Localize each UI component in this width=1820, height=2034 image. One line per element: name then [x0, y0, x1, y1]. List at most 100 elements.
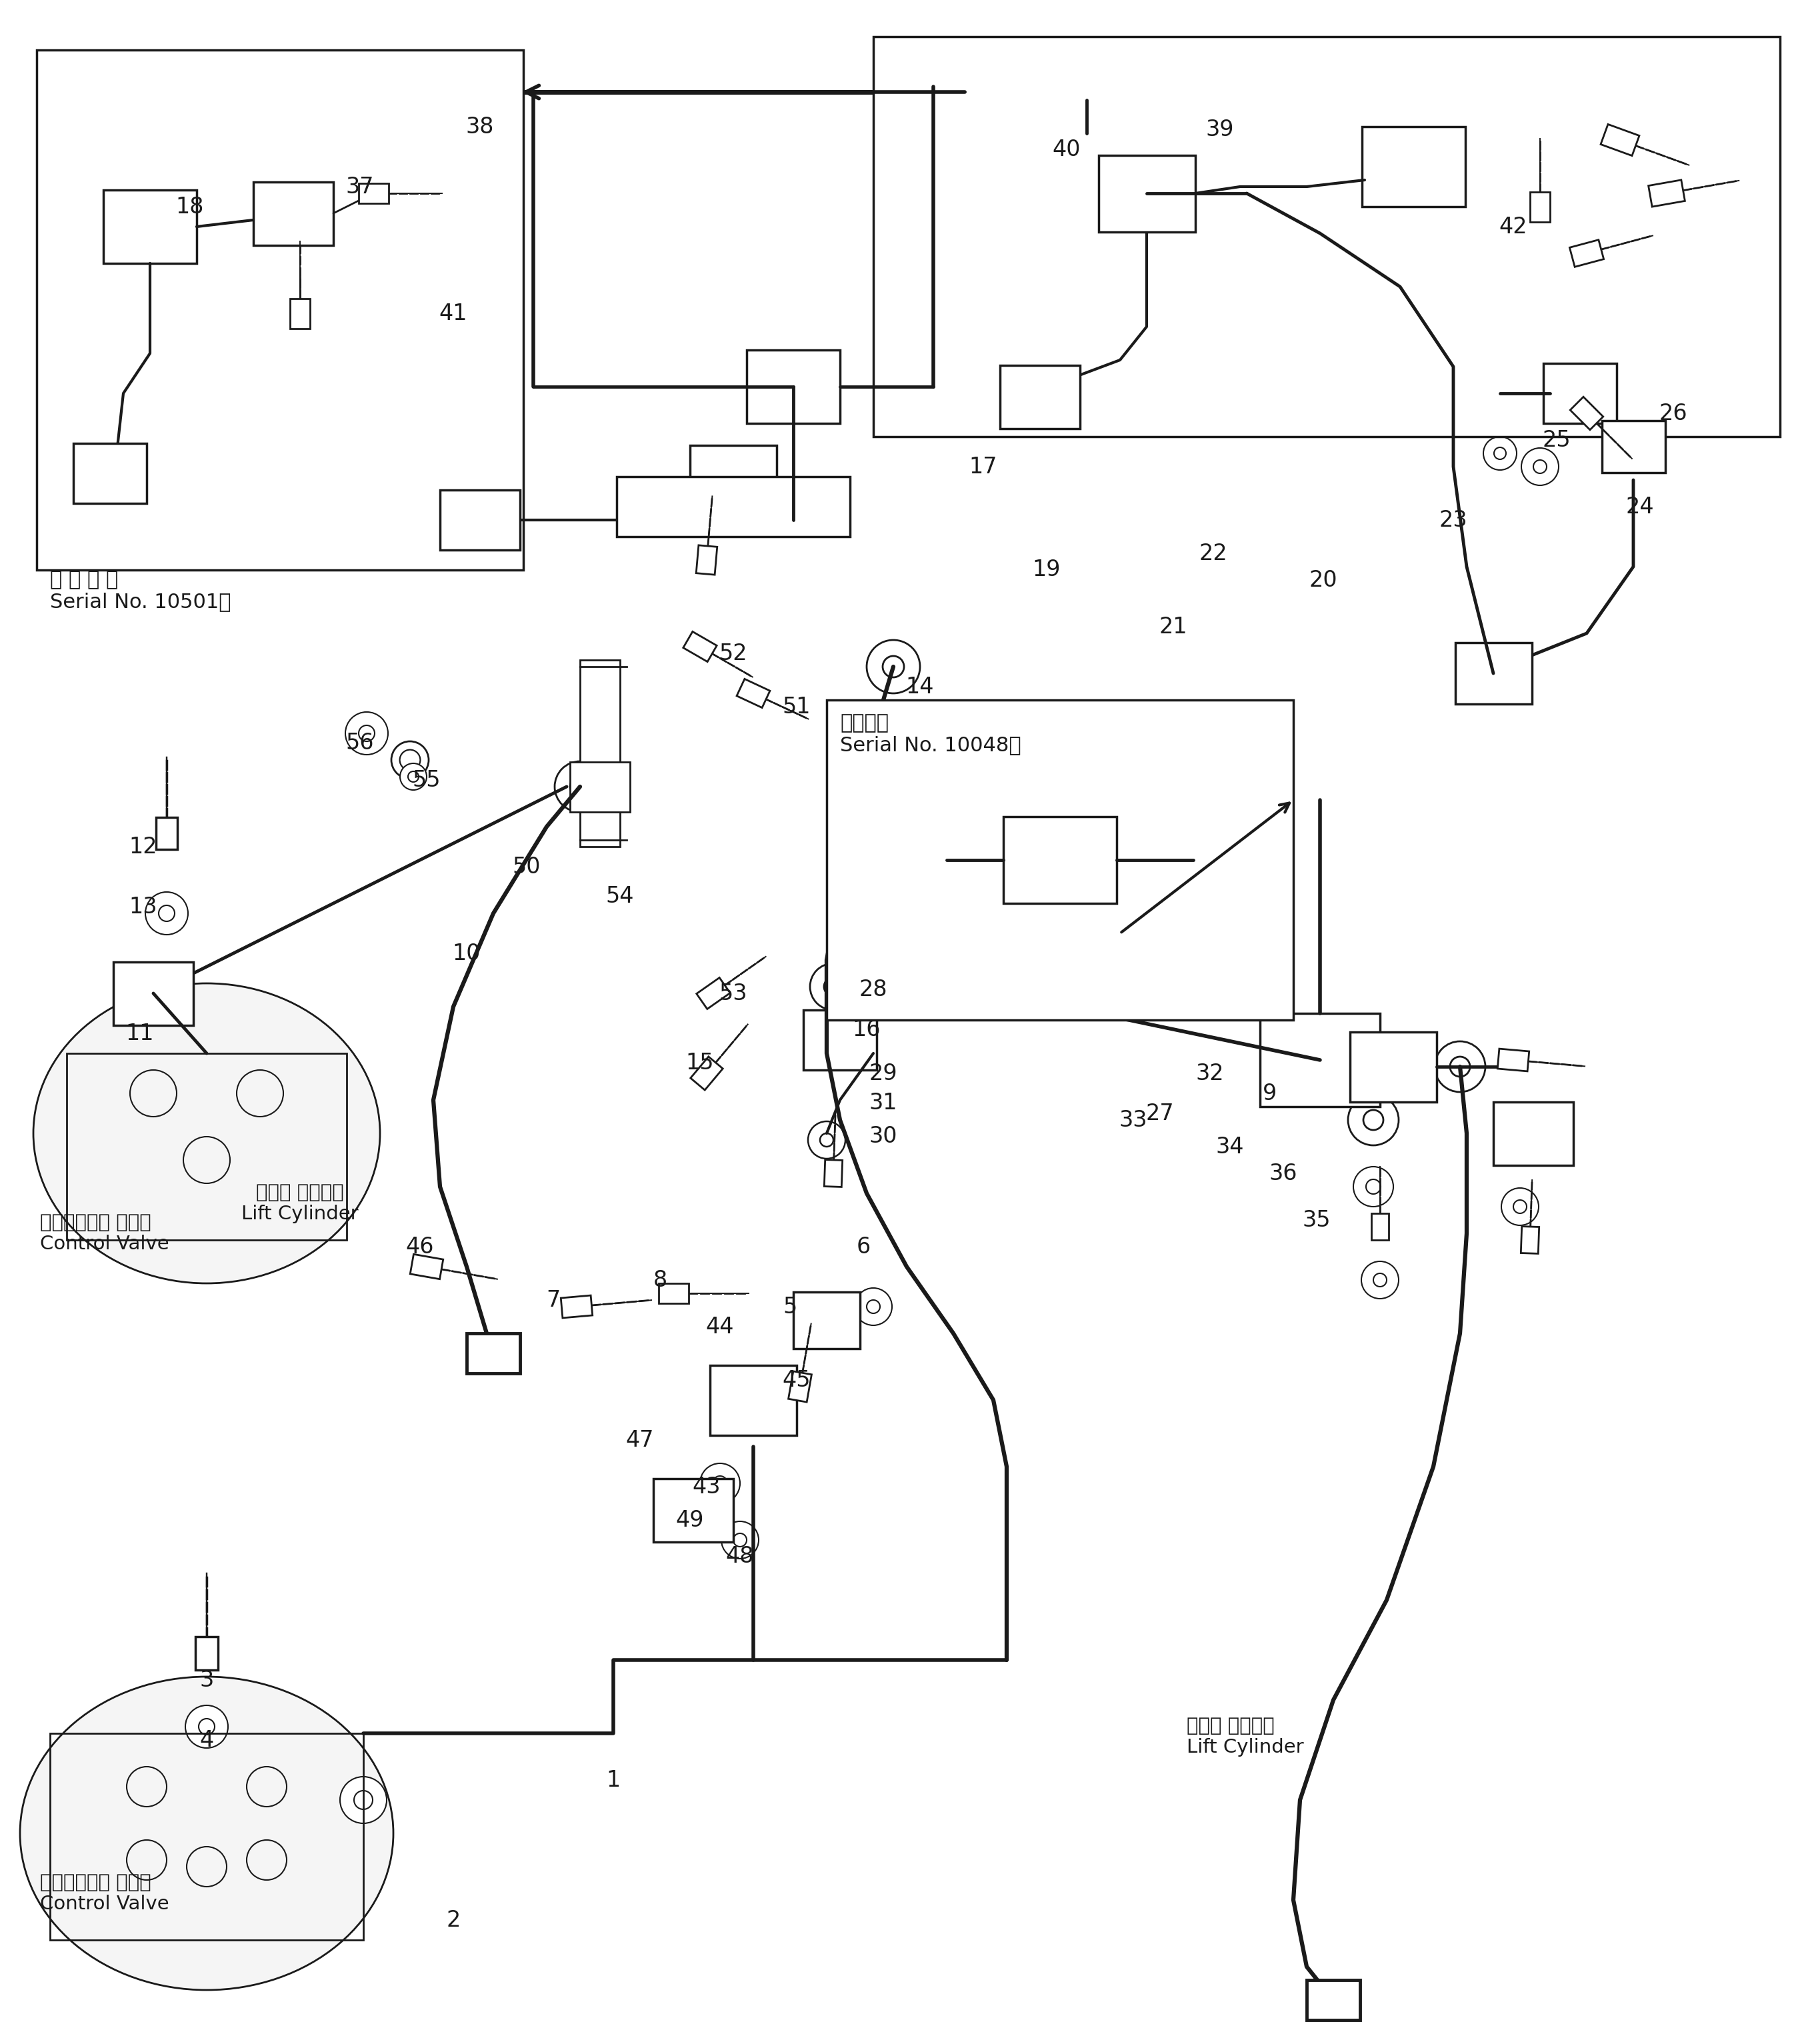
Bar [1531, 191, 1551, 222]
Text: 49: 49 [675, 1509, 704, 1532]
Bar [690, 445, 777, 515]
Text: 43: 43 [692, 1475, 721, 1497]
Circle shape [1374, 153, 1403, 181]
Circle shape [198, 1719, 215, 1735]
Circle shape [1401, 1043, 1421, 1062]
Bar [1498, 1050, 1529, 1072]
Circle shape [187, 1847, 228, 1888]
Bar [570, 763, 630, 812]
Text: 39: 39 [1207, 120, 1234, 140]
Text: 24: 24 [1625, 496, 1654, 519]
Text: 18: 18 [177, 195, 204, 218]
Circle shape [1046, 374, 1067, 395]
Bar [653, 1479, 733, 1542]
Text: 34: 34 [1216, 1135, 1245, 1157]
Text: 25: 25 [1543, 429, 1571, 452]
Bar [710, 1365, 797, 1436]
Circle shape [1636, 427, 1656, 447]
Bar [746, 350, 841, 423]
Circle shape [1105, 175, 1134, 205]
Text: コントロール バルブ
Control Valve: コントロール バルブ Control Valve [40, 1214, 169, 1253]
Text: 20: 20 [1309, 570, 1338, 592]
Circle shape [1358, 1052, 1387, 1082]
Text: 27: 27 [1147, 1102, 1174, 1125]
Circle shape [113, 212, 142, 242]
Circle shape [1367, 1180, 1381, 1194]
Text: リフト シリンダ
Lift Cylinder: リフト シリンダ Lift Cylinder [242, 1184, 359, 1224]
Circle shape [346, 712, 388, 755]
Circle shape [1005, 382, 1034, 411]
Circle shape [1547, 378, 1576, 409]
Text: 41: 41 [439, 303, 468, 323]
Text: 12: 12 [129, 836, 158, 858]
Circle shape [1483, 437, 1516, 470]
Bar [1602, 421, 1665, 472]
Circle shape [391, 740, 430, 779]
Text: 46: 46 [406, 1237, 435, 1257]
Circle shape [158, 201, 178, 222]
Bar [1543, 364, 1616, 423]
Circle shape [866, 641, 919, 694]
Circle shape [755, 372, 784, 401]
Circle shape [1354, 1168, 1394, 1206]
Circle shape [1498, 1119, 1529, 1147]
Circle shape [686, 500, 701, 513]
Text: 22: 22 [1199, 543, 1227, 563]
Circle shape [682, 1499, 717, 1534]
Circle shape [1321, 1987, 1345, 2012]
Bar [824, 1159, 843, 1188]
Circle shape [237, 1070, 284, 1117]
Bar [794, 1292, 861, 1349]
Bar [690, 1056, 723, 1090]
Text: 5: 5 [783, 1296, 797, 1318]
Circle shape [408, 771, 419, 781]
Circle shape [340, 1776, 386, 1822]
Text: 適用号機
Serial No. 10048～: 適用号機 Serial No. 10048～ [841, 714, 1021, 755]
Ellipse shape [33, 982, 380, 1283]
Text: 54: 54 [606, 885, 633, 907]
Circle shape [795, 1306, 824, 1334]
Text: 36: 36 [1269, 1161, 1298, 1184]
Text: 35: 35 [1303, 1208, 1330, 1231]
Circle shape [118, 978, 147, 1009]
Text: 56: 56 [346, 732, 375, 755]
Circle shape [1076, 157, 1097, 177]
Circle shape [855, 1288, 892, 1326]
Circle shape [741, 456, 761, 476]
Text: 10: 10 [453, 942, 480, 964]
Bar [617, 476, 850, 537]
Text: 26: 26 [1660, 403, 1687, 425]
Bar [1571, 397, 1603, 429]
Text: 13: 13 [129, 895, 158, 917]
Bar [157, 818, 177, 850]
Bar [1003, 818, 1117, 903]
Text: 30: 30 [870, 1125, 897, 1147]
Circle shape [770, 484, 790, 504]
Circle shape [186, 1704, 228, 1747]
Bar [1569, 240, 1603, 266]
Text: 4: 4 [200, 1729, 213, 1751]
Text: コントロール バルブ
Control Valve: コントロール バルブ Control Valve [40, 1873, 169, 1914]
Bar [359, 183, 388, 203]
Circle shape [808, 1121, 844, 1159]
Circle shape [830, 1298, 850, 1318]
Circle shape [127, 1768, 167, 1806]
Circle shape [1114, 185, 1125, 195]
Circle shape [127, 1841, 167, 1879]
Circle shape [1512, 289, 1527, 303]
Bar [682, 633, 717, 661]
Text: 17: 17 [970, 456, 997, 478]
Circle shape [810, 964, 857, 1011]
Bar [1361, 126, 1465, 207]
Bar [1307, 1979, 1360, 2020]
Circle shape [883, 657, 905, 677]
Circle shape [1276, 1048, 1303, 1074]
Circle shape [1532, 460, 1547, 474]
Text: 28: 28 [859, 978, 888, 1001]
Circle shape [129, 1017, 177, 1064]
Text: 6: 6 [855, 1237, 870, 1257]
Circle shape [146, 893, 187, 936]
Circle shape [480, 1340, 506, 1365]
Bar [737, 679, 770, 708]
Bar [1602, 124, 1640, 157]
